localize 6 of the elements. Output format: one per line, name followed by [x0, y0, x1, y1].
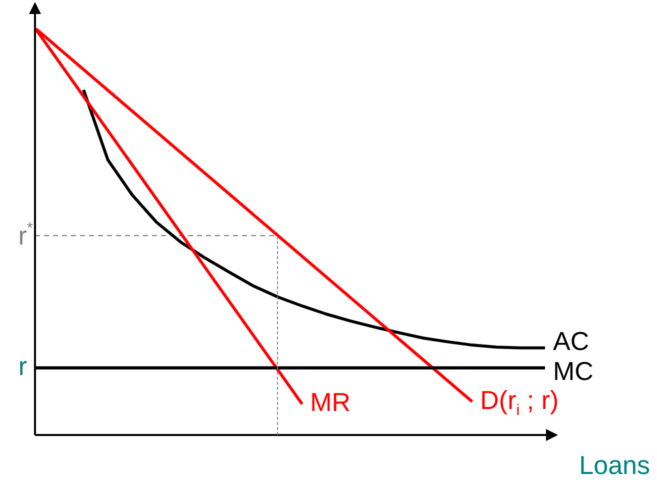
series-label: MR	[310, 387, 351, 418]
series-label: r*	[18, 220, 34, 251]
ref-line-label: r	[18, 351, 28, 382]
series-label: AC	[553, 326, 590, 356]
x-axis-title: Loans	[579, 450, 650, 480]
series-label: MC	[553, 356, 594, 386]
